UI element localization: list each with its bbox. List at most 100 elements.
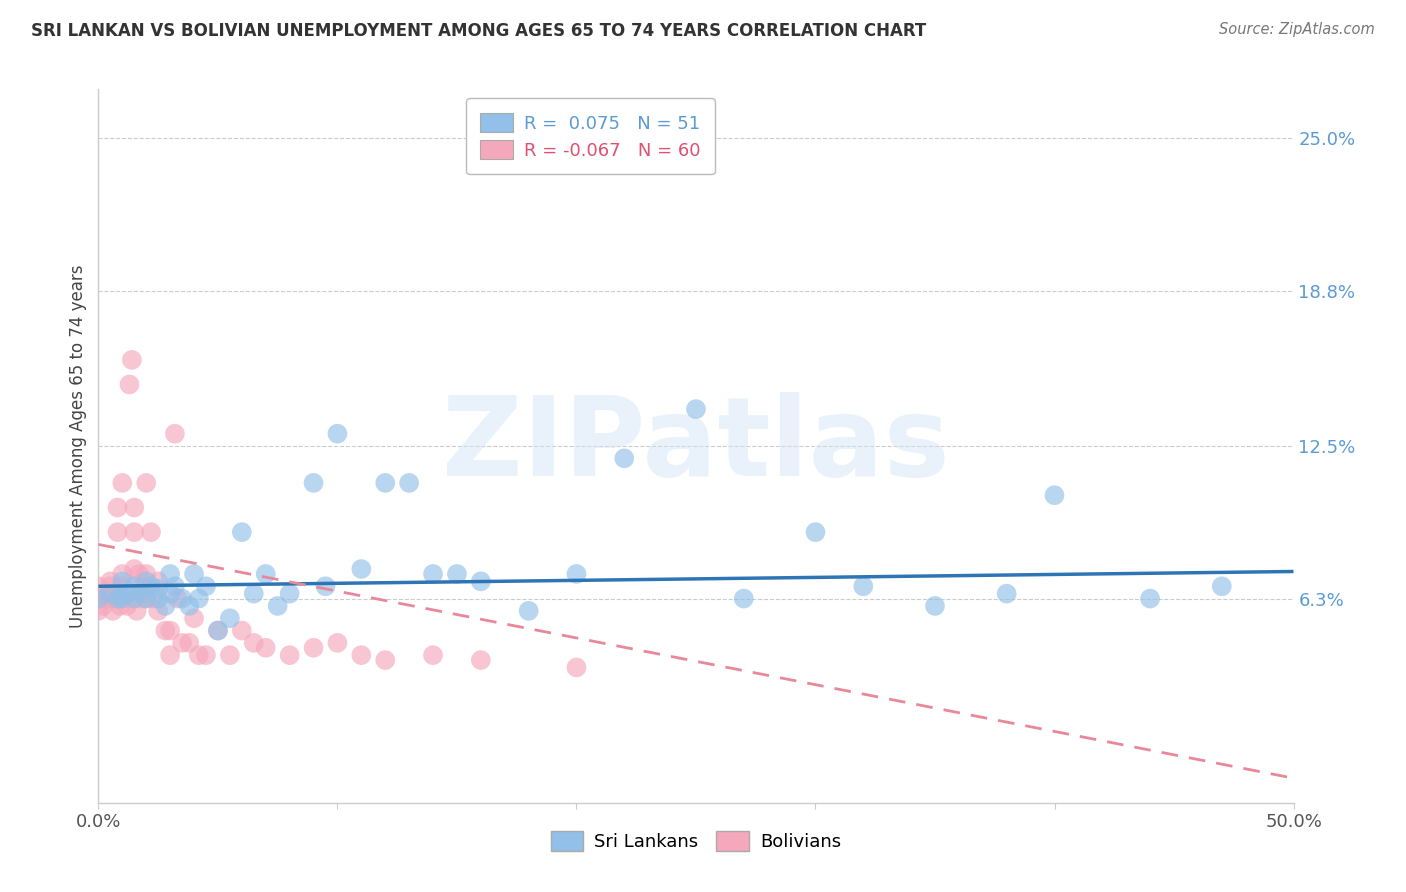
Sri Lankans xyxy=(207,624,229,638)
Bolivians xyxy=(155,624,177,638)
Bolivians xyxy=(219,648,242,662)
Text: ZIPatlas: ZIPatlas xyxy=(441,392,950,500)
Sri Lankans xyxy=(135,591,157,606)
Sri Lankans xyxy=(1211,579,1233,593)
Bolivians xyxy=(135,475,157,490)
Sri Lankans xyxy=(398,475,420,490)
Sri Lankans xyxy=(1043,488,1066,502)
Bolivians xyxy=(243,636,266,650)
Sri Lankans xyxy=(470,574,492,589)
Bolivians xyxy=(135,566,157,581)
Sri Lankans xyxy=(159,566,181,581)
Sri Lankans xyxy=(326,426,349,441)
Bolivians xyxy=(131,579,153,593)
Sri Lankans xyxy=(243,587,266,601)
Bolivians xyxy=(125,604,148,618)
Bolivians xyxy=(179,636,201,650)
Bolivians xyxy=(124,500,146,515)
Bolivians xyxy=(87,591,110,606)
Sri Lankans xyxy=(924,599,946,613)
Sri Lankans xyxy=(1139,591,1161,606)
Bolivians xyxy=(128,566,150,581)
Sri Lankans xyxy=(565,566,588,581)
Legend: Sri Lankans, Bolivians: Sri Lankans, Bolivians xyxy=(544,823,848,858)
Sri Lankans xyxy=(135,574,157,589)
Bolivians xyxy=(124,591,146,606)
Bolivians xyxy=(107,525,129,540)
Sri Lankans xyxy=(315,579,337,593)
Bolivians xyxy=(142,591,165,606)
Bolivians xyxy=(108,599,131,613)
Sri Lankans xyxy=(131,587,153,601)
Bolivians xyxy=(87,579,110,593)
Sri Lankans xyxy=(115,587,138,601)
Bolivians xyxy=(94,591,117,606)
Bolivians xyxy=(470,653,492,667)
Sri Lankans xyxy=(852,579,875,593)
Bolivians xyxy=(231,624,253,638)
Sri Lankans xyxy=(254,566,277,581)
Bolivians xyxy=(98,591,122,606)
Sri Lankans xyxy=(374,475,396,490)
Sri Lankans xyxy=(613,451,636,466)
Bolivians xyxy=(326,636,349,650)
Bolivians xyxy=(139,525,162,540)
Sri Lankans xyxy=(183,566,205,581)
Bolivians xyxy=(111,591,134,606)
Sri Lankans xyxy=(685,402,707,417)
Sri Lankans xyxy=(163,579,186,593)
Sri Lankans xyxy=(302,475,325,490)
Sri Lankans xyxy=(187,591,209,606)
Bolivians xyxy=(115,599,138,613)
Bolivians xyxy=(172,636,194,650)
Sri Lankans xyxy=(87,591,110,606)
Bolivians xyxy=(118,377,141,392)
Bolivians xyxy=(148,604,170,618)
Sri Lankans xyxy=(111,591,134,606)
Bolivians xyxy=(183,611,205,625)
Sri Lankans xyxy=(111,574,134,589)
Bolivians xyxy=(148,574,170,589)
Bolivians xyxy=(565,660,588,674)
Bolivians xyxy=(195,648,218,662)
Bolivians xyxy=(278,648,301,662)
Bolivians xyxy=(104,591,127,606)
Sri Lankans xyxy=(219,611,242,625)
Sri Lankans xyxy=(159,587,181,601)
Sri Lankans xyxy=(278,587,301,601)
Sri Lankans xyxy=(107,591,129,606)
Bolivians xyxy=(101,604,124,618)
Bolivians xyxy=(131,591,153,606)
Bolivians xyxy=(111,566,134,581)
Sri Lankans xyxy=(733,591,755,606)
Bolivians xyxy=(87,604,110,618)
Bolivians xyxy=(111,475,134,490)
Bolivians xyxy=(121,352,143,367)
Bolivians xyxy=(124,525,146,540)
Sri Lankans xyxy=(124,579,146,593)
Bolivians xyxy=(135,591,157,606)
Sri Lankans xyxy=(804,525,827,540)
Sri Lankans xyxy=(124,591,146,606)
Bolivians xyxy=(107,500,129,515)
Sri Lankans xyxy=(517,604,540,618)
Bolivians xyxy=(98,574,122,589)
Bolivians xyxy=(159,648,181,662)
Sri Lankans xyxy=(172,591,194,606)
Sri Lankans xyxy=(148,591,170,606)
Sri Lankans xyxy=(446,566,468,581)
Sri Lankans xyxy=(148,582,170,596)
Bolivians xyxy=(124,562,146,576)
Sri Lankans xyxy=(422,566,444,581)
Bolivians xyxy=(374,653,396,667)
Bolivians xyxy=(302,640,325,655)
Bolivians xyxy=(111,579,134,593)
Text: SRI LANKAN VS BOLIVIAN UNEMPLOYMENT AMONG AGES 65 TO 74 YEARS CORRELATION CHART: SRI LANKAN VS BOLIVIAN UNEMPLOYMENT AMON… xyxy=(31,22,927,40)
Sri Lankans xyxy=(195,579,218,593)
Bolivians xyxy=(98,579,122,593)
Bolivians xyxy=(163,426,186,441)
Bolivians xyxy=(207,624,229,638)
Text: Source: ZipAtlas.com: Source: ZipAtlas.com xyxy=(1219,22,1375,37)
Bolivians xyxy=(159,624,181,638)
Bolivians xyxy=(254,640,277,655)
